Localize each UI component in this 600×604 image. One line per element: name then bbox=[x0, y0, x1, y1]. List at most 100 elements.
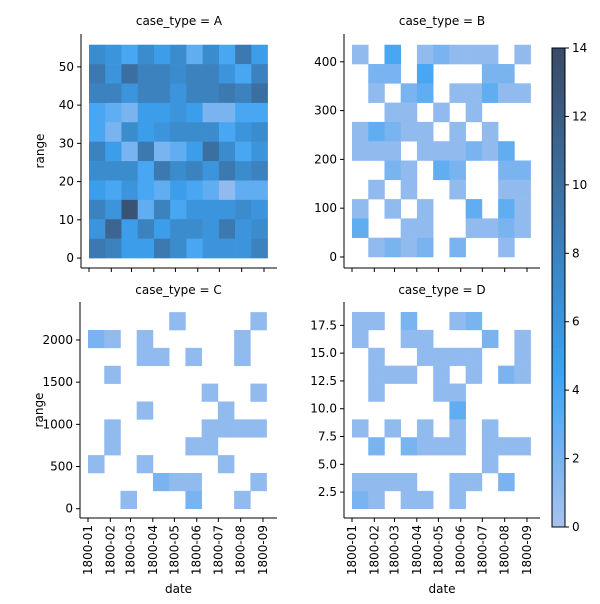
heatmap-cell bbox=[384, 121, 402, 142]
colorbar-gradient-segment bbox=[552, 487, 565, 492]
heatmap-cell bbox=[352, 472, 369, 492]
heatmap-cell bbox=[153, 122, 171, 142]
colorbar-gradient-segment bbox=[552, 83, 565, 89]
heatmap-cell bbox=[481, 218, 499, 238]
x-axis-label: date bbox=[165, 582, 192, 596]
heatmap-cell bbox=[169, 312, 186, 331]
colorbar-gradient-segment bbox=[552, 123, 565, 129]
colorbar-gradient-segment bbox=[552, 511, 565, 516]
colorbar-gradient-segment bbox=[552, 263, 565, 269]
heatmap-cell bbox=[352, 329, 369, 349]
colorbar-gradient-segment bbox=[552, 215, 565, 221]
heatmap-cell bbox=[384, 64, 402, 84]
colorbar-gradient-segment bbox=[552, 115, 565, 121]
colorbar-gradient-segment bbox=[552, 127, 565, 133]
colorbar-gradient-segment bbox=[552, 131, 565, 137]
heatmap-cell bbox=[234, 419, 251, 438]
colorbar-gradient-segment bbox=[552, 475, 565, 480]
heatmap-cell bbox=[251, 199, 268, 220]
heatmap-cell bbox=[251, 122, 268, 142]
colorbar-gradient-segment bbox=[552, 235, 565, 241]
colorbar-gradient-segment bbox=[552, 427, 565, 432]
heatmap-cell bbox=[498, 237, 515, 258]
heatmap-cell bbox=[218, 102, 236, 123]
heatmap-cell bbox=[234, 490, 251, 510]
y-axis-label: range bbox=[32, 393, 46, 428]
colorbar-gradient-segment bbox=[552, 343, 565, 348]
y-tick-label: 0 bbox=[66, 251, 74, 265]
colorbar-gradient-segment bbox=[552, 431, 565, 436]
heatmap-cell bbox=[185, 490, 202, 510]
heatmap-cell bbox=[186, 180, 203, 201]
colorbar: 0 2 4 6 8 10 12 14 bbox=[551, 41, 587, 534]
heatmap-cell bbox=[400, 237, 418, 258]
x-tick-label: 1800-02 bbox=[367, 525, 381, 575]
heatmap-cell bbox=[368, 472, 385, 492]
heatmap-cell bbox=[137, 161, 155, 181]
heatmap-cell bbox=[105, 83, 122, 104]
heatmap-cell bbox=[137, 122, 155, 142]
heatmap-cell bbox=[137, 141, 155, 162]
colorbar-gradient-segment bbox=[552, 295, 565, 300]
heatmap-cell bbox=[217, 401, 235, 420]
heatmap-cell bbox=[170, 83, 187, 104]
colorbar-gradient-segment bbox=[552, 187, 565, 193]
heatmap-cell bbox=[400, 472, 418, 492]
heatmap-cell bbox=[416, 83, 434, 103]
heatmap-cell bbox=[170, 161, 187, 181]
y-tick-label: 10.0 bbox=[310, 402, 337, 416]
heatmap-cell bbox=[498, 83, 515, 103]
x-tick-label: 1800-02 bbox=[103, 525, 117, 575]
heatmap-cell bbox=[514, 437, 531, 456]
heatmap-cell bbox=[89, 102, 106, 123]
colorbar-gradient-segment bbox=[552, 459, 565, 464]
heatmap-cell bbox=[400, 160, 418, 181]
heatmap-cell bbox=[152, 472, 170, 492]
heatmap-cell bbox=[218, 238, 236, 259]
heatmap-cell bbox=[218, 122, 236, 142]
heatmap-cell bbox=[514, 347, 531, 366]
heatmap-cell bbox=[449, 472, 466, 492]
y-tick-label: 0 bbox=[329, 250, 337, 264]
colorbar-tick-label: 6 bbox=[572, 315, 580, 329]
heatmap-cell bbox=[235, 161, 252, 181]
heatmap-cell bbox=[352, 312, 369, 331]
heatmap-cell bbox=[416, 199, 434, 219]
heatmap-cell bbox=[152, 347, 170, 367]
colorbar-gradient-segment bbox=[552, 167, 565, 173]
heatmap-cell bbox=[218, 180, 236, 201]
heatmap-cell bbox=[121, 102, 139, 123]
x-axis-label: date bbox=[428, 582, 455, 596]
colorbar-gradient-segment bbox=[552, 219, 565, 225]
colorbar-gradient-segment bbox=[552, 387, 565, 392]
heatmap-cell bbox=[400, 365, 418, 384]
colorbar-gradient-segment bbox=[552, 339, 565, 344]
heatmap-cell bbox=[170, 122, 187, 142]
colorbar-gradient-segment bbox=[552, 403, 565, 408]
heatmap-cell bbox=[384, 102, 402, 123]
heatmap-cell bbox=[498, 141, 515, 161]
heatmap-cell bbox=[433, 44, 450, 65]
colorbar-gradient-segment bbox=[552, 251, 565, 257]
heatmap-cell bbox=[105, 180, 122, 201]
colorbar-gradient-segment bbox=[552, 111, 565, 117]
heatmap-cell bbox=[235, 219, 252, 239]
colorbar-gradient-segment bbox=[552, 179, 565, 185]
heatmap-cell bbox=[105, 102, 122, 123]
colorbar-gradient-segment bbox=[552, 75, 565, 81]
x-tick-label: 1800-01 bbox=[81, 525, 95, 575]
colorbar-gradient-segment bbox=[552, 395, 565, 400]
y-tick-label: 15.0 bbox=[310, 346, 337, 360]
heatmap-cell bbox=[235, 180, 252, 201]
heatmap-cell bbox=[416, 64, 434, 84]
heatmap-cell bbox=[384, 141, 402, 161]
heatmap-cell bbox=[400, 102, 418, 123]
heatmap-cell bbox=[170, 219, 187, 239]
heatmap-cell bbox=[449, 121, 466, 142]
colorbar-gradient-segment bbox=[552, 155, 565, 161]
heatmap-cell bbox=[400, 83, 418, 103]
colorbar-gradient-segment bbox=[552, 255, 565, 261]
heatmap-cell bbox=[416, 121, 434, 142]
heatmap-cell bbox=[400, 121, 418, 142]
